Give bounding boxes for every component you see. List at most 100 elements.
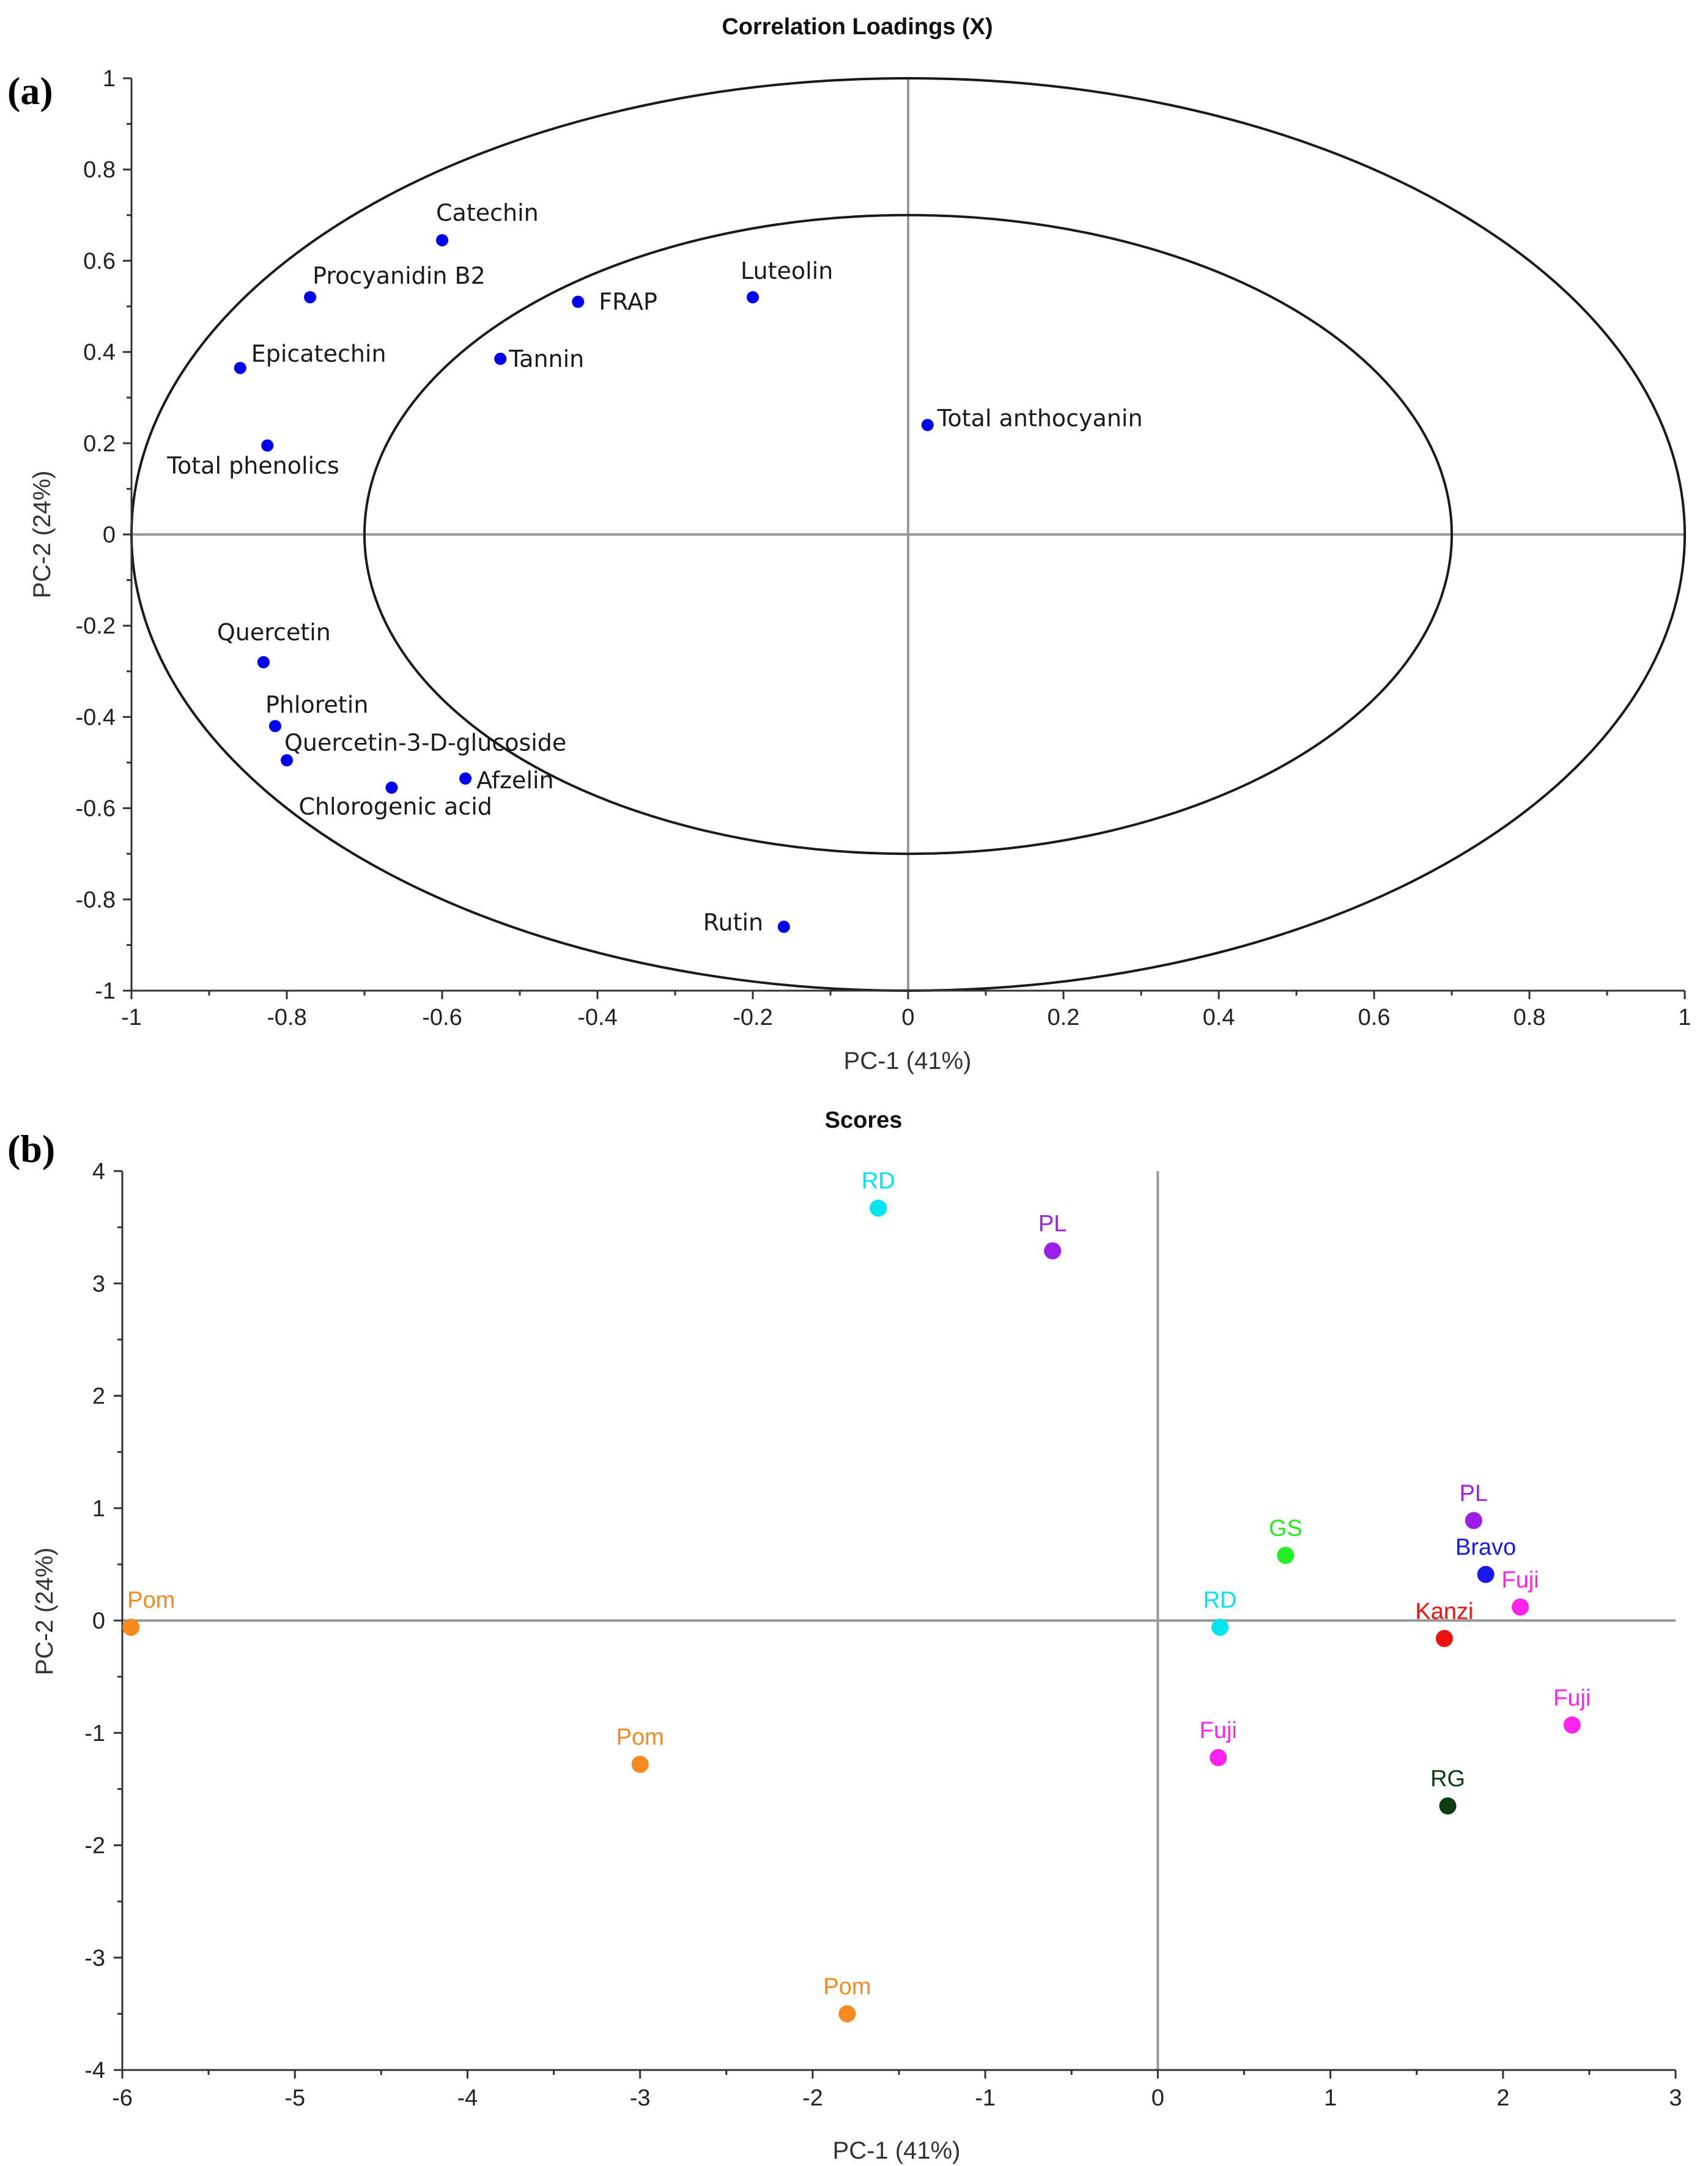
loading-label: Catechin [436,199,539,226]
scores-xtick-label: -1 [975,2085,996,2111]
score-label: Kanzi [1415,1599,1473,1624]
score-marker [1512,1598,1529,1616]
score-label: PL [1460,1480,1488,1506]
scores-ytick-label: -4 [84,2058,105,2083]
score-point: Pom [122,1588,175,1636]
score-label: Fuji [1199,1718,1237,1743]
loading-point: Epicatechin [234,341,386,374]
scores-xtick-label: 0 [1152,2085,1164,2111]
loadings-points: Catechin Procyanidin B2 FRAP Luteolin Epicat… [166,199,1142,936]
loadings-xtick-label: -1 [121,1005,142,1030]
loadings-xlabel: PC-1 (41%) [844,1048,972,1074]
panel-label-a: (a) [7,69,53,113]
loadings-xtick-label: 0 [901,1005,914,1030]
scores-ytick-label: 0 [92,1608,105,1634]
loading-point: Catechin [436,199,539,246]
loading-marker [304,291,317,304]
loadings-panel: Correlation Loadings (X) (a) -1 -0.8 -0.6-… [7,14,1691,1074]
loading-marker [777,920,790,933]
loadings-xtick-label: 1 [1678,1005,1691,1030]
scores-xtick-label: -6 [112,2085,133,2111]
score-label: Pom [616,1724,664,1750]
score-point: Kanzi [1415,1599,1473,1647]
loadings-ytick-label: -0.4 [76,704,116,730]
loadings-ytick-label: 0 [103,522,116,548]
loadings-ytick-label: 1 [103,66,116,92]
loading-point: Phloretin [265,691,369,733]
loadings-xtick-label: 0.8 [1514,1005,1546,1030]
score-label: RD [1203,1588,1237,1613]
inner-ellipse [363,213,1453,856]
scores-ticks: -6 -5 -4 -3 -2 -1 0 1 2 3 -4 -3 -2 -1 0 1 2 3 4 [84,1159,1682,2111]
loadings-ytick-label: 0.4 [83,340,116,366]
loadings-xtick-label: 0.6 [1358,1005,1391,1030]
scores-xtick-label: -2 [802,2085,823,2111]
loadings-xtick-label: -0.4 [577,1005,617,1030]
scores-xtick-label: -4 [457,2085,478,2111]
loading-point: Afzelin [459,767,554,794]
loading-label: Chlorogenic acid [298,793,492,820]
score-label: GS [1269,1515,1303,1541]
score-label: RG [1430,1766,1465,1792]
scores-xtick-label: 3 [1669,2085,1682,2111]
score-label: PL [1038,1211,1067,1236]
score-marker [631,1756,649,1773]
scores-ytick-label: -1 [84,1721,105,1746]
scores-xtick-label: 2 [1496,2085,1509,2111]
scores-ytick-label: -3 [84,1945,105,1971]
loadings-ytick-label: -0.6 [76,796,116,822]
loadings-ytick-label: 0.8 [83,157,116,183]
score-marker [1465,1512,1482,1529]
loading-point: Chlorogenic acid [298,782,492,820]
loading-marker [385,782,398,794]
loadings-xtick-label: 0.2 [1048,1005,1080,1030]
scores-ytick-label: 4 [92,1159,105,1185]
scores-xlabel: PC-1 (41%) [833,2137,961,2164]
score-point: Pom [616,1724,664,1773]
scores-ytick-label: 2 [92,1384,105,1410]
loadings-ytick-label: 0.2 [83,431,116,457]
score-point: RD [1203,1588,1237,1636]
loading-point: FRAP [572,289,657,316]
loading-label: Procyanidin B2 [312,262,486,289]
scores-xtick-label: -3 [630,2085,651,2111]
score-label: Bravo [1455,1535,1516,1561]
loading-marker [572,295,585,308]
score-point: Bravo [1455,1535,1516,1583]
loading-point: Luteolin [741,257,833,304]
score-point: Fuji [1199,1718,1237,1767]
loadings-reference-lines [131,78,1685,991]
loading-label: Phloretin [265,691,369,718]
score-point: GS [1269,1515,1303,1564]
score-marker [1439,1797,1457,1815]
panel-label-b: (b) [7,1127,55,1170]
score-marker [1563,1716,1581,1734]
score-marker [1477,1565,1495,1583]
loading-marker [436,234,448,246]
loading-label: Total phenolics [166,453,339,479]
loading-label: Tannin [508,346,584,372]
score-marker [122,1619,140,1636]
loading-label: Quercetin [217,619,331,646]
score-point: RG [1430,1766,1465,1815]
score-point: PL [1038,1211,1067,1260]
scores-ylabel: PC-2 (24%) [31,1548,58,1676]
scores-title: Scores [825,1107,903,1133]
loading-marker [459,772,472,785]
score-marker [870,1199,887,1217]
score-label: RD [862,1169,895,1194]
loading-marker [257,656,270,668]
score-point: PL [1460,1480,1488,1529]
scores-points: Pom Pom Pom RD RD PL PL GS Bravo Fuji Fuji Fuji Kanz… [122,1169,1591,2023]
score-marker [1435,1630,1453,1647]
loading-label: Rutin [703,909,763,936]
score-marker [1211,1619,1229,1636]
score-marker [1044,1242,1062,1260]
loading-marker [747,291,759,304]
loadings-xtick-label: 0.4 [1203,1005,1235,1030]
loading-point: Tannin [494,346,584,372]
scores-xtick-label: 1 [1324,2085,1337,2111]
score-point: Pom [823,1974,871,2023]
loadings-xtick-label: -0.6 [422,1005,462,1030]
